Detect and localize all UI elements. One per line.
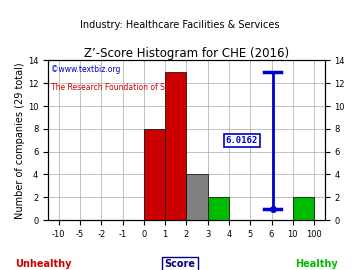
Text: Healthy: Healthy [296, 259, 338, 269]
Bar [208, 197, 229, 220]
Y-axis label: Number of companies (29 total): Number of companies (29 total) [15, 62, 25, 218]
Bar [293, 197, 314, 220]
Title: Z’-Score Histogram for CHE (2016): Z’-Score Histogram for CHE (2016) [84, 48, 289, 60]
Text: ©www.textbiz.org: ©www.textbiz.org [51, 65, 120, 74]
Text: Score: Score [165, 259, 195, 269]
Text: Industry: Healthcare Facilities & Services: Industry: Healthcare Facilities & Servic… [80, 20, 280, 30]
Text: 6.0162: 6.0162 [226, 136, 258, 145]
Bar [186, 174, 208, 220]
Text: Unhealthy: Unhealthy [15, 259, 71, 269]
Bar [144, 129, 165, 220]
Text: The Research Foundation of SUNY: The Research Foundation of SUNY [51, 83, 180, 92]
Bar [165, 72, 186, 220]
